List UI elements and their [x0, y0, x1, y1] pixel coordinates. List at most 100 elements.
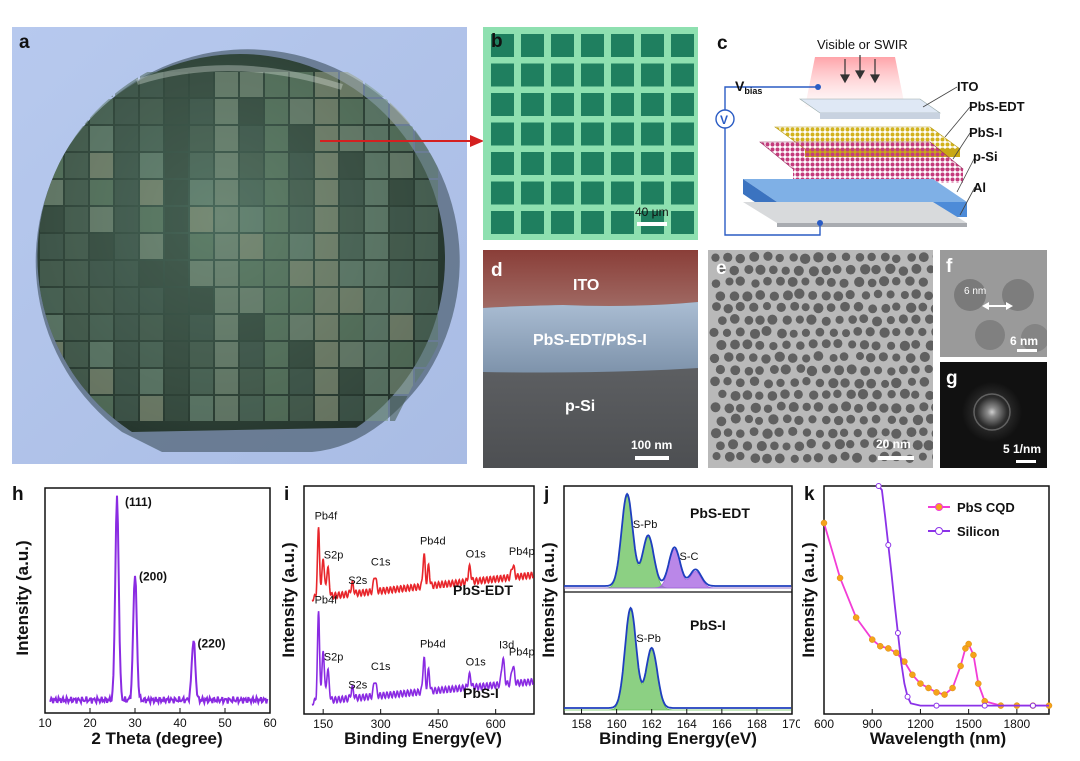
nanocrystal [750, 453, 760, 463]
pixel-pad [671, 123, 694, 146]
nanocrystal [745, 415, 753, 423]
nanocrystal [744, 316, 753, 325]
wafer-die [365, 180, 388, 205]
nanocrystal [809, 339, 818, 348]
nanocrystal [716, 340, 726, 350]
pixel-pad [671, 211, 694, 234]
nanocrystal [872, 316, 882, 326]
series-label: PbS-I [690, 617, 726, 633]
nanocrystal [856, 253, 865, 262]
pixel-pad [521, 93, 544, 116]
nanocrystal [847, 364, 857, 374]
wafer-die [265, 396, 288, 421]
wafer-die [340, 342, 363, 367]
wafer-die [340, 315, 363, 340]
nanocrystal [900, 389, 910, 399]
wafer-die [290, 207, 313, 232]
wafer-die [290, 261, 313, 286]
nanocrystal [763, 252, 772, 261]
nanocrystal [801, 277, 809, 285]
pixel-pad [641, 64, 664, 87]
wafer-die [115, 396, 138, 421]
wafer-die [140, 369, 163, 394]
pixel-pad [611, 123, 634, 146]
nanocrystal [791, 455, 799, 463]
wafer-die [190, 396, 213, 421]
data-point [885, 645, 891, 651]
wafer-die [40, 261, 63, 286]
nanocrystal [764, 379, 773, 388]
wafer-die [140, 288, 163, 313]
nanocrystal [777, 329, 787, 339]
nanocrystal [830, 329, 838, 337]
nanocrystal [762, 454, 772, 464]
nanocrystal [866, 327, 875, 336]
nanocrystal [906, 404, 915, 413]
nanocrystal [783, 315, 792, 324]
nanocrystal [899, 314, 908, 323]
nanocrystal [907, 427, 917, 437]
wafer-die [190, 72, 213, 97]
nanocrystal [710, 376, 720, 386]
wafer-die [415, 261, 438, 286]
panel-letter: e [716, 258, 727, 280]
pixel-pad [611, 211, 634, 234]
nanocrystal [920, 377, 930, 387]
panel-letter: h [12, 484, 24, 506]
nanocrystal [749, 303, 758, 312]
nanocrystal [736, 302, 745, 311]
nanocrystal [866, 353, 875, 362]
wafer-die [240, 342, 263, 367]
wafer-die [115, 99, 138, 124]
pixel-pad [671, 64, 694, 87]
x-tick-label: 10 [38, 716, 52, 730]
wafer-die [190, 180, 213, 205]
wafer-die [240, 126, 263, 151]
peak-label: (220) [198, 636, 226, 650]
nanocrystal [899, 266, 908, 275]
peak-label: O1s [466, 656, 487, 668]
pixel-pad [581, 123, 604, 146]
wafer-die [340, 261, 363, 286]
nanocrystal [782, 267, 790, 275]
nanocrystal [790, 302, 799, 311]
series-label: PbS-EDT [453, 582, 513, 598]
wafer-die [115, 207, 138, 232]
nanocrystal [749, 353, 758, 362]
nanocrystal [776, 277, 785, 286]
x-tick-label: 60 [263, 716, 277, 730]
wafer-die [365, 261, 388, 286]
wafer-die [140, 99, 163, 124]
wafer-die [315, 180, 338, 205]
nanocrystal [788, 427, 797, 436]
nanocrystal [731, 414, 741, 424]
x-tick-label: 30 [128, 716, 142, 730]
wafer-die [340, 369, 363, 394]
nanocrystal [882, 428, 890, 436]
pixel-pad [641, 34, 664, 57]
data-point [877, 643, 883, 649]
y-axis-title: Intensity (a.u.) [13, 540, 32, 655]
nanocrystal [846, 265, 856, 275]
nanocrystal [872, 390, 882, 400]
data-point [970, 652, 976, 658]
wafer-die [240, 261, 263, 286]
nanocrystal [769, 266, 778, 275]
pixel-pad [581, 93, 604, 116]
nanocrystal [794, 390, 803, 399]
pixel-pad [521, 34, 544, 57]
nanocrystal [796, 341, 804, 349]
wafer-die [265, 342, 288, 367]
wafer-die [215, 99, 238, 124]
nanocrystal [807, 439, 816, 448]
wafer-die [240, 153, 263, 178]
nanocrystal [725, 277, 733, 285]
nanocrystal [755, 265, 765, 275]
wafer-die [215, 315, 238, 340]
nanocrystal [780, 389, 789, 398]
nanocrystal [833, 390, 841, 398]
nanocrystal [887, 342, 895, 350]
data-point [950, 685, 956, 691]
nanocrystal [807, 366, 817, 376]
